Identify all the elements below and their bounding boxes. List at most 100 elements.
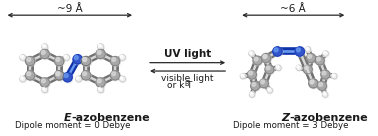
Circle shape: [83, 72, 87, 76]
Circle shape: [296, 48, 301, 52]
Circle shape: [248, 71, 257, 80]
Circle shape: [120, 55, 123, 58]
Circle shape: [307, 54, 316, 63]
Circle shape: [64, 55, 70, 61]
Circle shape: [316, 57, 325, 66]
Text: or k: or k: [167, 81, 185, 90]
Circle shape: [54, 71, 64, 80]
Text: B: B: [185, 81, 189, 87]
Circle shape: [265, 65, 275, 75]
Circle shape: [40, 78, 50, 88]
Circle shape: [120, 77, 123, 79]
Circle shape: [315, 56, 324, 65]
Circle shape: [241, 74, 243, 76]
Circle shape: [63, 73, 72, 82]
Circle shape: [55, 71, 65, 81]
Circle shape: [262, 53, 271, 62]
Circle shape: [119, 55, 125, 61]
Text: T: T: [186, 81, 192, 90]
Circle shape: [265, 65, 274, 74]
Circle shape: [310, 80, 314, 84]
Text: visible light: visible light: [161, 74, 214, 83]
Circle shape: [251, 81, 260, 90]
Text: Dipole moment = 0 Debye: Dipole moment = 0 Debye: [15, 120, 130, 130]
Circle shape: [120, 76, 126, 83]
Circle shape: [321, 71, 331, 80]
Circle shape: [26, 71, 36, 81]
Circle shape: [64, 74, 68, 78]
Circle shape: [41, 79, 45, 83]
Text: -azobenzene: -azobenzene: [290, 113, 368, 123]
Circle shape: [73, 55, 83, 65]
Circle shape: [250, 92, 253, 95]
Circle shape: [260, 79, 269, 89]
Text: UV light: UV light: [164, 49, 211, 59]
Circle shape: [263, 55, 267, 58]
Circle shape: [81, 71, 91, 80]
Text: E: E: [64, 113, 72, 123]
Circle shape: [54, 56, 64, 66]
Circle shape: [20, 55, 26, 61]
Circle shape: [110, 56, 120, 66]
Circle shape: [26, 57, 36, 67]
Circle shape: [112, 72, 116, 76]
Circle shape: [262, 53, 271, 62]
Circle shape: [296, 65, 302, 71]
Circle shape: [249, 71, 253, 75]
Circle shape: [98, 44, 101, 47]
Circle shape: [20, 76, 26, 82]
Circle shape: [42, 44, 48, 50]
Text: Z: Z: [281, 113, 290, 123]
Circle shape: [259, 79, 268, 88]
Circle shape: [40, 78, 50, 87]
Circle shape: [98, 44, 104, 50]
Circle shape: [316, 57, 320, 61]
Circle shape: [42, 44, 48, 50]
Circle shape: [82, 57, 91, 67]
Circle shape: [309, 79, 319, 89]
Circle shape: [305, 66, 308, 70]
Circle shape: [76, 77, 79, 79]
Circle shape: [81, 56, 91, 66]
Circle shape: [276, 65, 281, 71]
Circle shape: [296, 65, 302, 71]
Circle shape: [40, 49, 50, 59]
Circle shape: [240, 73, 246, 79]
Circle shape: [263, 55, 267, 58]
Circle shape: [262, 54, 271, 63]
Circle shape: [267, 88, 273, 94]
Text: Dipole moment = 3 Debye: Dipole moment = 3 Debye: [233, 120, 348, 130]
Circle shape: [82, 71, 91, 81]
Text: ~9 Å: ~9 Å: [57, 4, 83, 14]
Circle shape: [42, 87, 48, 93]
Circle shape: [81, 56, 91, 66]
Circle shape: [21, 55, 23, 58]
Circle shape: [306, 47, 308, 50]
Circle shape: [253, 57, 263, 66]
Circle shape: [253, 56, 262, 65]
Circle shape: [308, 55, 311, 58]
Circle shape: [309, 79, 318, 88]
Circle shape: [266, 66, 270, 70]
Circle shape: [76, 76, 82, 82]
Circle shape: [240, 74, 246, 80]
Circle shape: [98, 87, 104, 93]
Circle shape: [27, 58, 31, 61]
Text: ~6 Å: ~6 Å: [280, 4, 306, 14]
Circle shape: [20, 76, 26, 83]
Circle shape: [83, 58, 87, 61]
Circle shape: [249, 51, 254, 56]
Circle shape: [21, 77, 23, 79]
Circle shape: [332, 74, 335, 76]
Circle shape: [249, 51, 252, 54]
Circle shape: [65, 55, 67, 58]
Circle shape: [55, 71, 65, 81]
Circle shape: [268, 88, 270, 91]
Circle shape: [310, 80, 314, 84]
Circle shape: [296, 47, 305, 57]
Circle shape: [56, 58, 60, 61]
Circle shape: [42, 87, 48, 93]
Circle shape: [323, 51, 329, 57]
Circle shape: [305, 47, 311, 53]
Circle shape: [252, 83, 256, 86]
